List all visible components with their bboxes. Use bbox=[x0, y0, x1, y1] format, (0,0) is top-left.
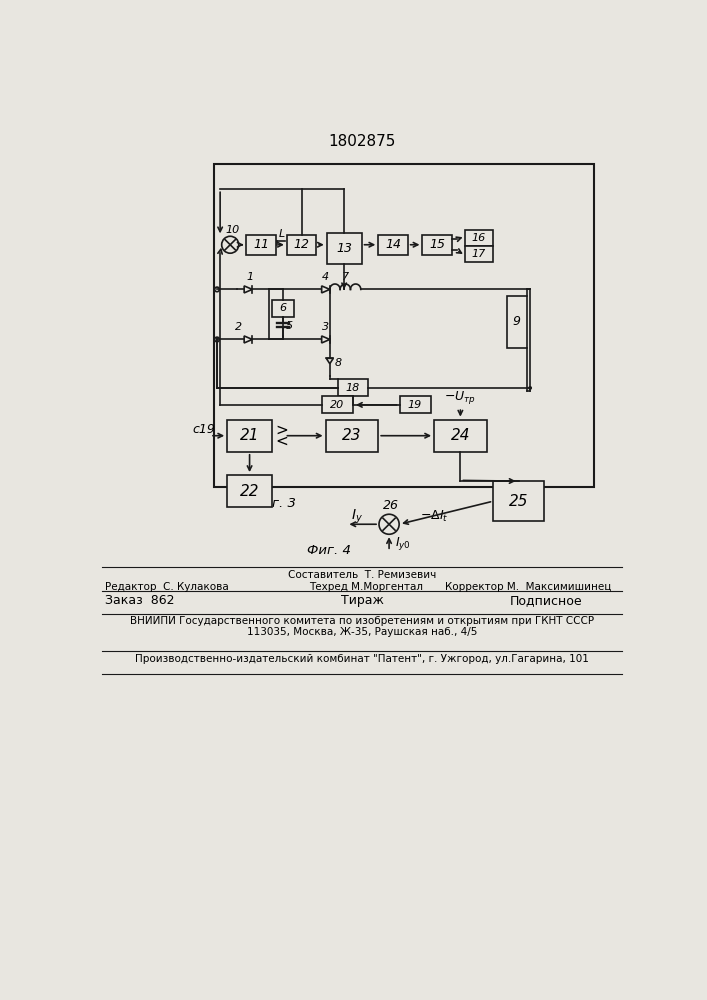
Bar bbox=[214, 164, 594, 487]
Bar bbox=[378, 235, 408, 255]
Circle shape bbox=[528, 386, 532, 390]
Bar bbox=[327, 233, 361, 264]
Polygon shape bbox=[322, 336, 329, 343]
Circle shape bbox=[379, 514, 399, 534]
Bar bbox=[339, 379, 368, 396]
Bar bbox=[422, 235, 452, 255]
Text: 24: 24 bbox=[450, 428, 470, 443]
Text: 13: 13 bbox=[336, 242, 352, 255]
Bar bbox=[247, 235, 276, 255]
Text: 6: 6 bbox=[279, 303, 286, 313]
Text: 7: 7 bbox=[341, 272, 349, 282]
Text: $I_y$: $I_y$ bbox=[351, 508, 363, 526]
Bar bbox=[507, 296, 527, 348]
Text: 26: 26 bbox=[382, 499, 399, 512]
Text: Техред М.Моргентал: Техред М.Моргентал bbox=[309, 582, 423, 592]
Text: 22: 22 bbox=[240, 484, 259, 499]
Text: 12: 12 bbox=[293, 238, 310, 251]
Bar bbox=[493, 481, 544, 521]
Text: Тираж: Тираж bbox=[341, 594, 383, 607]
Text: 15: 15 bbox=[429, 238, 445, 251]
Text: 4: 4 bbox=[322, 272, 329, 282]
Text: 1: 1 bbox=[246, 272, 253, 282]
Bar bbox=[465, 230, 493, 246]
Text: Подписное: Подписное bbox=[509, 594, 582, 607]
Text: 2: 2 bbox=[235, 322, 243, 332]
Text: Заказ  862: Заказ 862 bbox=[105, 594, 175, 607]
Text: 9: 9 bbox=[513, 315, 521, 328]
Text: 5: 5 bbox=[286, 321, 293, 331]
Text: 17: 17 bbox=[472, 249, 486, 259]
Polygon shape bbox=[244, 286, 252, 293]
Text: $I_{y0}$: $I_{y0}$ bbox=[395, 535, 411, 552]
Text: ВНИИПИ Государственного комитета по изобретениям и открытиям при ГКНТ СССР: ВНИИПИ Государственного комитета по изоб… bbox=[130, 616, 594, 626]
Polygon shape bbox=[322, 286, 329, 293]
Text: 20: 20 bbox=[330, 400, 345, 410]
Text: 21: 21 bbox=[240, 428, 259, 443]
Text: 16: 16 bbox=[472, 233, 486, 243]
Text: 1802875: 1802875 bbox=[328, 134, 396, 149]
Text: 113035, Москва, Ж-35, Раушская наб., 4/5: 113035, Москва, Ж-35, Раушская наб., 4/5 bbox=[247, 627, 477, 637]
Text: Корректор М.  Максимишинец: Корректор М. Максимишинец bbox=[445, 582, 612, 592]
Text: 8: 8 bbox=[334, 358, 341, 368]
Text: 10: 10 bbox=[226, 225, 240, 235]
Bar bbox=[227, 420, 272, 452]
Bar bbox=[434, 420, 486, 452]
Text: 18: 18 bbox=[346, 383, 360, 393]
Polygon shape bbox=[326, 358, 333, 364]
Bar bbox=[325, 420, 378, 452]
Text: 14: 14 bbox=[385, 238, 401, 251]
Text: >: > bbox=[275, 423, 288, 438]
Bar bbox=[322, 396, 353, 413]
Circle shape bbox=[215, 287, 219, 292]
Text: $-U_{тр}$: $-U_{тр}$ bbox=[445, 389, 477, 406]
Bar bbox=[272, 300, 293, 317]
Text: Редактор  С. Кулакова: Редактор С. Кулакова bbox=[105, 582, 229, 592]
Text: <: < bbox=[275, 434, 288, 449]
Circle shape bbox=[222, 236, 239, 253]
Polygon shape bbox=[244, 336, 252, 343]
Text: с19: с19 bbox=[192, 423, 216, 436]
Bar bbox=[227, 475, 272, 507]
Text: Составитель  Т. Ремизевич: Составитель Т. Ремизевич bbox=[288, 570, 436, 580]
Bar bbox=[465, 246, 493, 262]
Text: Фиг. 4: Фиг. 4 bbox=[307, 544, 351, 556]
Text: 19: 19 bbox=[408, 400, 422, 410]
Bar bbox=[287, 235, 316, 255]
Text: Фиг. 3: Фиг. 3 bbox=[252, 497, 296, 510]
Text: L: L bbox=[279, 229, 284, 239]
Text: 23: 23 bbox=[342, 428, 361, 443]
Text: $-\Delta I_t$: $-\Delta I_t$ bbox=[420, 509, 448, 524]
Text: Производственно-издательский комбинат "Патент", г. Ужгород, ул.Гагарина, 101: Производственно-издательский комбинат "П… bbox=[135, 654, 589, 664]
Text: 3: 3 bbox=[322, 322, 329, 332]
Bar bbox=[399, 396, 431, 413]
Text: 11: 11 bbox=[253, 238, 269, 251]
Circle shape bbox=[215, 337, 219, 342]
Text: 25: 25 bbox=[509, 494, 528, 509]
